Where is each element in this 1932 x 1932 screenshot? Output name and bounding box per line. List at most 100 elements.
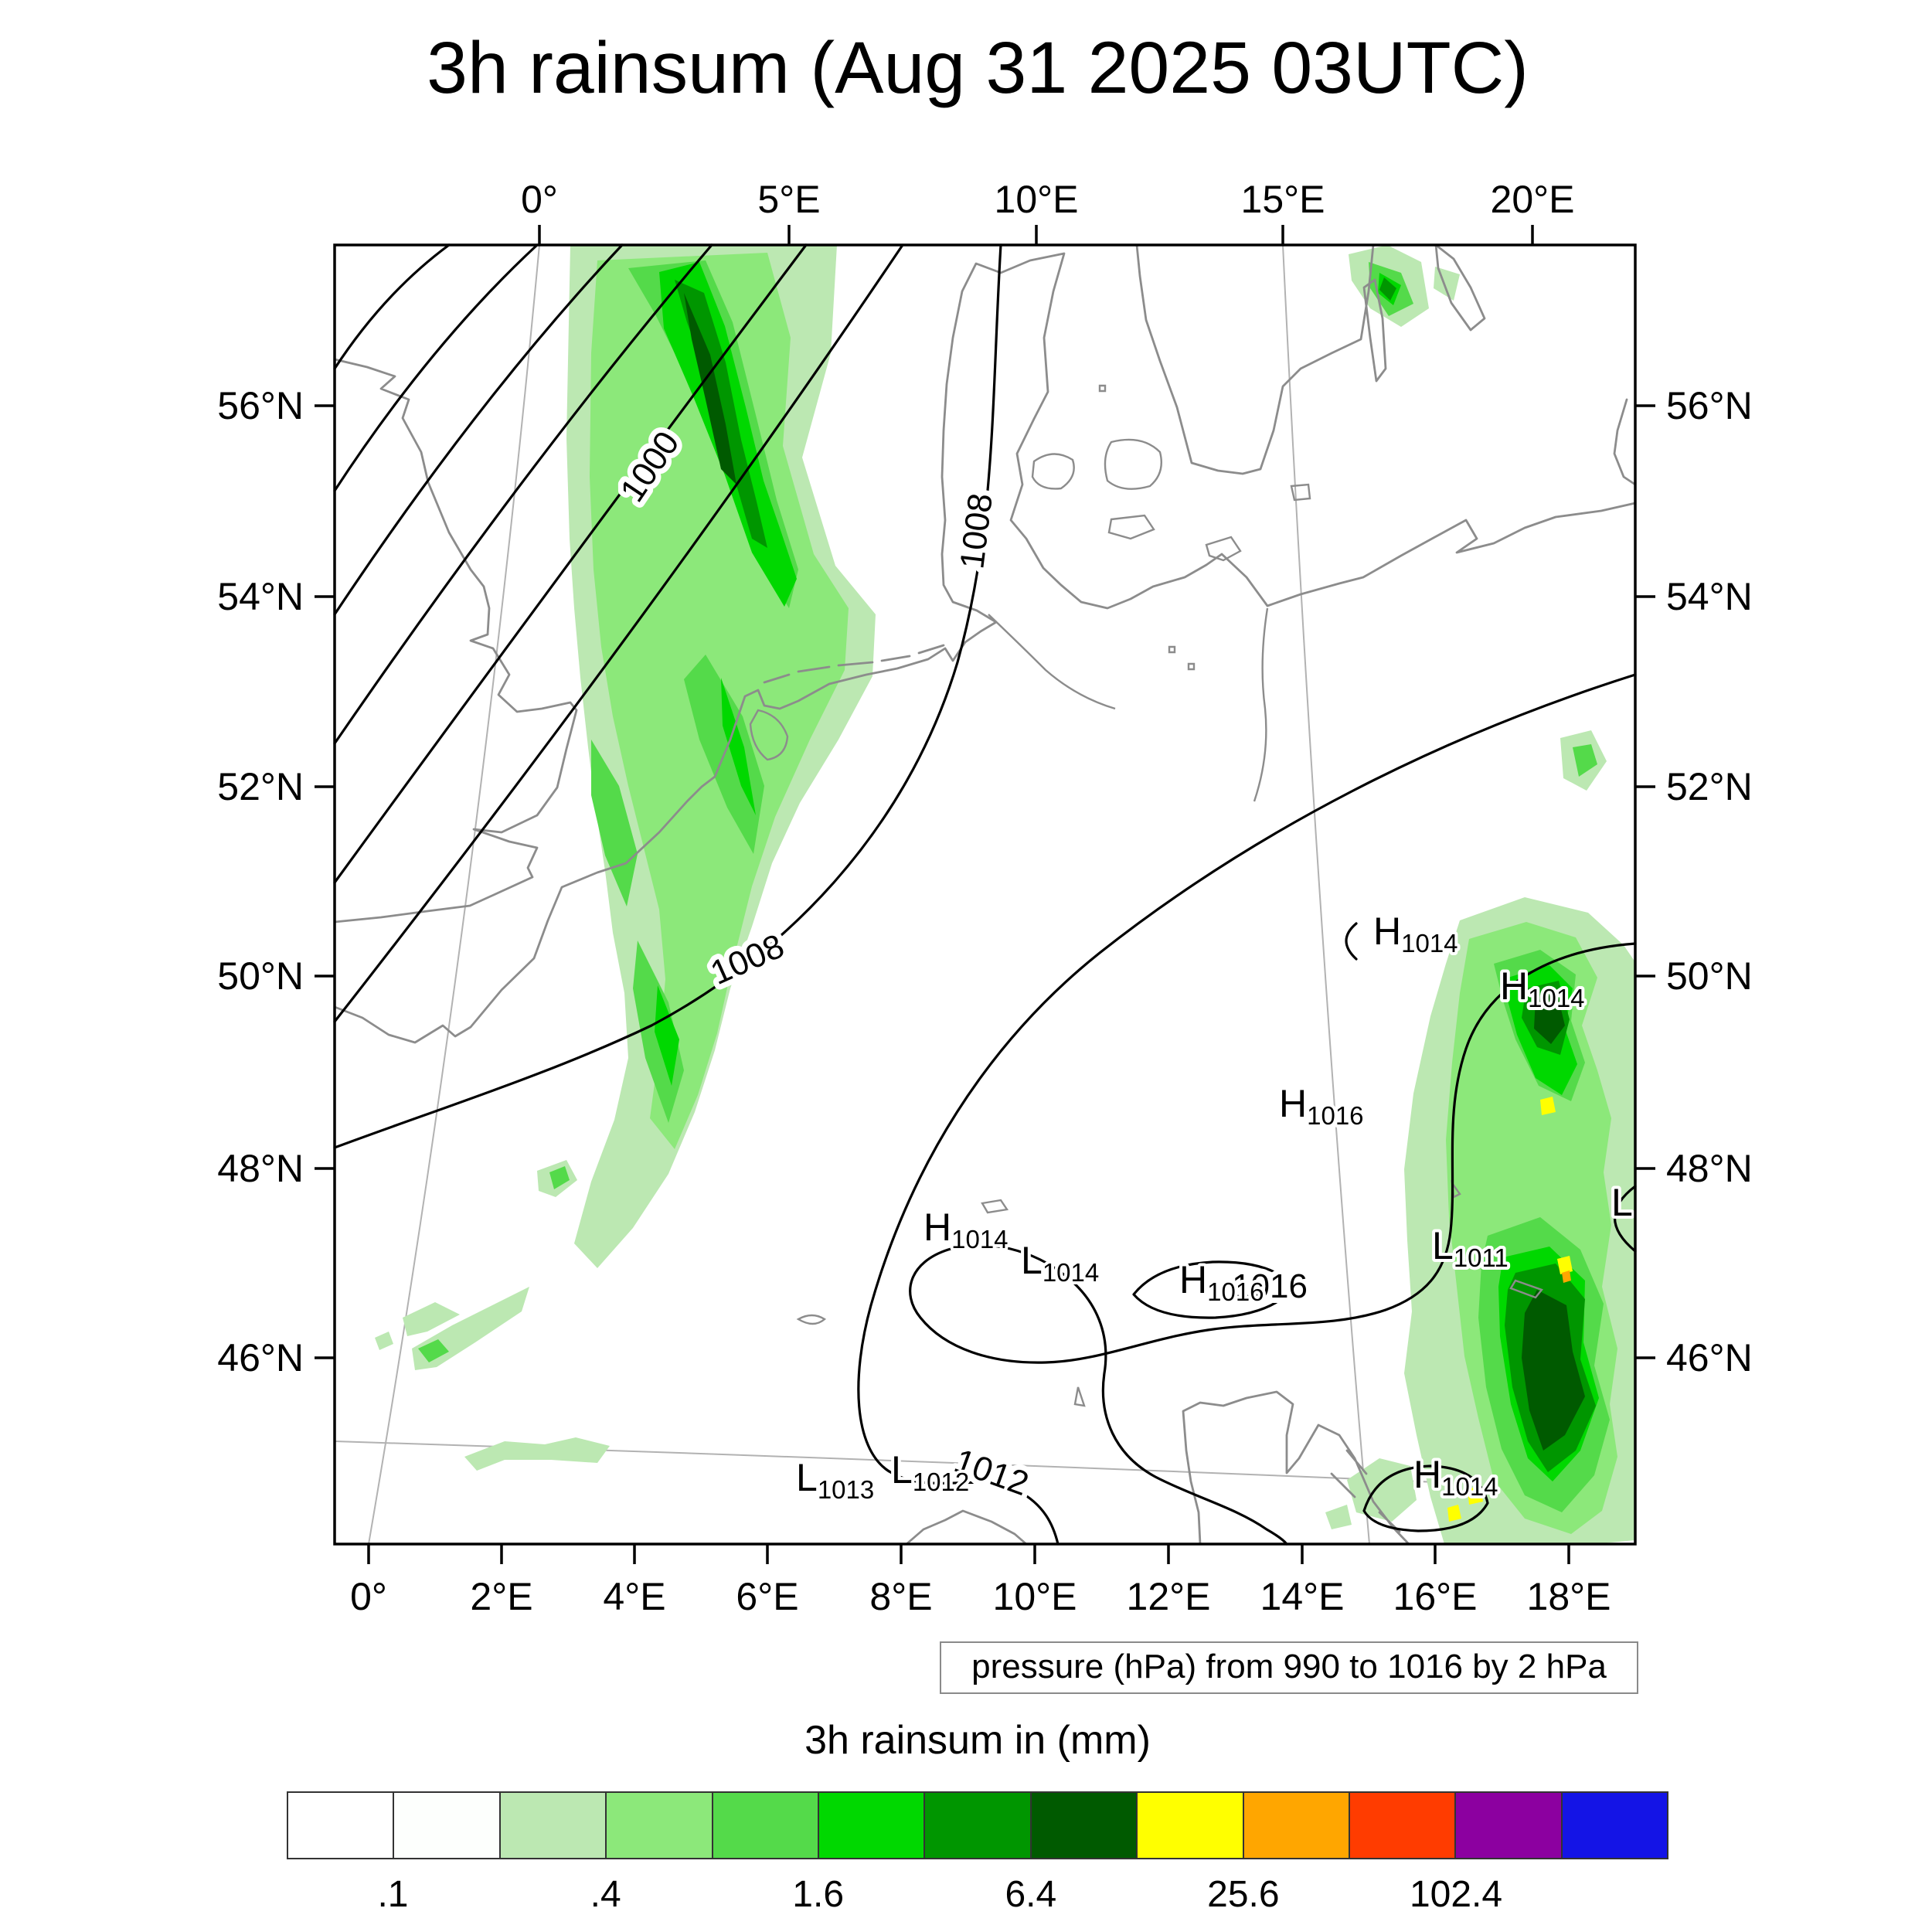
- colorbar-cell: [1562, 1793, 1668, 1858]
- colorbar-cell: [1138, 1793, 1244, 1858]
- isobar-1016-oval: [1132, 1260, 1296, 1319]
- rain-nw-streak: [591, 740, 638, 906]
- colorbar-labels: .1 .4 1.6 6.4 25.6 102.4: [287, 1873, 1668, 1920]
- rain-france-med: [549, 1166, 570, 1189]
- rain-se-yellow-speck: [1540, 1097, 1556, 1115]
- ijsselmeer-lake: [749, 709, 789, 761]
- isobar-arc-1: [333, 243, 451, 370]
- pressure-center-labels: H1014 H1014 H1016 H1014 L1014 H1016 L1011 L L101…: [793, 906, 1636, 1507]
- coastline-south: [905, 1390, 1410, 1546]
- rain-nw-darkest-core: [684, 293, 736, 485]
- rain-rightmid-med: [1573, 744, 1597, 777]
- colorbar-tick-label: .4: [590, 1874, 621, 1915]
- axis-label-bottom: 2°E: [470, 1575, 532, 1618]
- rain-se-yellow-speck: [1557, 1256, 1573, 1274]
- meridian-0e: [368, 244, 540, 1545]
- pressure-center-h: H1016: [1279, 1082, 1364, 1130]
- pressure-caption-box: pressure (hPa) from 990 to 1016 by 2 hPa: [940, 1641, 1638, 1694]
- axis-top: 0° 5°E 10°E 15°E 20°E: [521, 178, 1574, 245]
- axis-label-right: 48°N: [1666, 1147, 1753, 1190]
- pressure-center-l: L1013: [796, 1456, 874, 1504]
- colorbar-cell: [607, 1793, 713, 1858]
- coastline-uk: [333, 358, 578, 923]
- colorbar-cell: [500, 1793, 607, 1858]
- rain-france-light: [403, 1302, 460, 1336]
- axis-label-bottom: 0°: [350, 1575, 387, 1618]
- pressure-center-l: L1014: [1021, 1239, 1099, 1287]
- colorbar-tick-label: .1: [377, 1874, 409, 1915]
- axis-label-right: 56°N: [1666, 384, 1753, 427]
- rain-se-blob-light: [1325, 1505, 1352, 1529]
- axis-label-bottom: 16°E: [1393, 1575, 1478, 1618]
- pressure-center-h: H1014: [923, 1206, 1009, 1253]
- coastlines: [333, 243, 1637, 1546]
- colorbar-cell: [394, 1793, 501, 1858]
- axis-right: 56°N 54°N 52°N 50°N 48°N 46°N: [1635, 384, 1753, 1379]
- rain-france-med: [418, 1339, 449, 1362]
- axis-label-bottom: 6°E: [736, 1575, 798, 1618]
- frisian-islands: [763, 644, 945, 684]
- colorbar-tick-label: 25.6: [1207, 1874, 1280, 1915]
- isobar-closed-high-south: [1362, 1464, 1489, 1532]
- rain-se-yellow-speck: [1468, 1486, 1483, 1505]
- isobar-1014-loop: [909, 942, 1637, 1546]
- axis-label-top: 10°E: [995, 178, 1079, 221]
- rain-shading: [375, 245, 1635, 1544]
- colorbar: [287, 1791, 1668, 1859]
- rain-baltic-light: [1434, 267, 1460, 301]
- isobar-arc-6: [333, 243, 904, 1023]
- axis-label-top: 0°: [521, 178, 558, 221]
- axis-label-left: 46°N: [217, 1336, 304, 1379]
- pressure-center-h: H1014: [1413, 1453, 1498, 1501]
- axis-left: 56°N 54°N 52°N 50°N 48°N 46°N: [217, 384, 335, 1379]
- rain-se-darkest: [1534, 993, 1565, 1044]
- axis-label-bottom: 8°E: [869, 1575, 932, 1618]
- legend-title: 3h rainsum in (mm): [804, 1718, 1151, 1763]
- isobar-1000: [333, 243, 808, 884]
- isobar-1012: [857, 673, 1637, 1546]
- axis-label-bottom: 10°E: [993, 1575, 1077, 1618]
- isobars: [333, 243, 1637, 1546]
- rain-nw-core: [655, 985, 679, 1086]
- pressure-center-l: L1012: [891, 1448, 969, 1496]
- colorbar-cell: [288, 1793, 395, 1858]
- rain-france-light: [464, 1437, 610, 1471]
- isobar-c-curve: [1345, 922, 1358, 961]
- axis-label-left: 52°N: [217, 765, 304, 808]
- colorbar-tick-label: 102.4: [1409, 1874, 1503, 1915]
- lakes-and-rivers: [796, 384, 1543, 1407]
- pressure-center-h: H1014: [1373, 910, 1458, 957]
- axis-label-bottom: 4°E: [603, 1575, 665, 1618]
- pressure-center-l: L1011: [1432, 1224, 1509, 1272]
- axis-label-left: 50°N: [217, 954, 304, 998]
- rain-se-darkest: [1522, 1290, 1585, 1451]
- isobar-trough-right-edge: [1614, 1185, 1637, 1253]
- page-title: 3h rainsum (Aug 31 2025 03UTC): [427, 27, 1529, 109]
- axis-label-top: 20°E: [1491, 178, 1575, 221]
- isobar-arc-2: [333, 243, 539, 492]
- pressure-center-l: L: [1611, 1181, 1633, 1224]
- axis-label-bottom: 14°E: [1260, 1575, 1345, 1618]
- axis-label-right: 46°N: [1666, 1336, 1753, 1379]
- pressure-center-h: H1014: [1500, 964, 1585, 1012]
- rain-se-yellow-speck: [1447, 1505, 1461, 1522]
- coastline-continental: [333, 252, 1637, 1044]
- axis-label-left: 48°N: [217, 1147, 304, 1190]
- axis-label-left: 54°N: [217, 575, 304, 618]
- axis-label-right: 52°N: [1666, 765, 1753, 808]
- isobar-arc-3: [333, 243, 624, 616]
- axis-label-bottom: 12°E: [1127, 1575, 1211, 1618]
- rain-baltic-dark: [1379, 277, 1396, 301]
- isobar-1008: [333, 243, 1002, 1149]
- danish-islands: [1031, 438, 1311, 562]
- axis-label-left: 56°N: [217, 384, 304, 427]
- axis-label-right: 54°N: [1666, 575, 1753, 618]
- pressure-center-h: H1016: [1179, 1258, 1264, 1306]
- colorbar-cell: [1456, 1793, 1563, 1858]
- map-frame: [333, 243, 1637, 1546]
- pressure-caption-text: pressure (hPa) from 990 to 1016 by 2 hPa: [971, 1648, 1607, 1685]
- colorbar-cell: [1349, 1793, 1457, 1858]
- axis-label-right: 50°N: [1666, 954, 1753, 998]
